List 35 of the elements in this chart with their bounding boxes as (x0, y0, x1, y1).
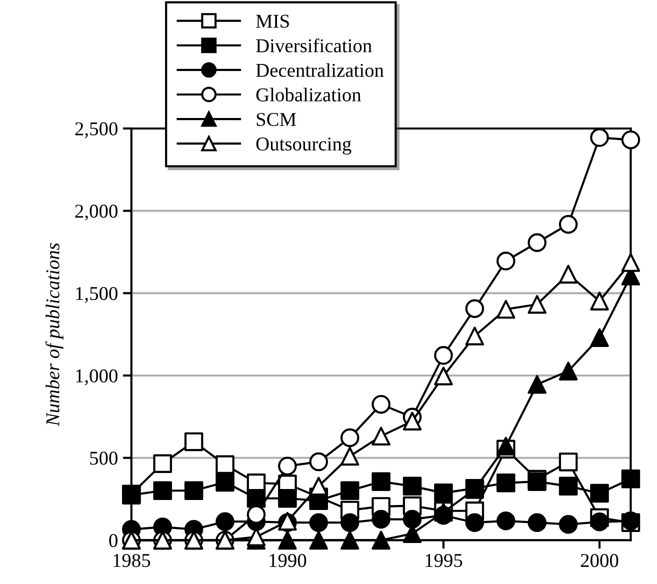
point (434, 366, 453, 386)
x-tick-label: 1990 (270, 554, 306, 568)
legend-label: Globalization (256, 88, 362, 102)
point (558, 362, 578, 380)
point (340, 446, 360, 466)
point (309, 530, 328, 550)
point (496, 300, 516, 319)
legend-label: MIS (256, 14, 289, 28)
point (372, 426, 390, 446)
point (590, 328, 609, 348)
point (590, 292, 609, 310)
point (465, 326, 484, 346)
legend-label: Diversification (256, 38, 372, 52)
point (340, 530, 360, 550)
x-tick-label: 1985 (114, 554, 150, 568)
y-tick-label: 0 (109, 534, 118, 548)
point (496, 436, 516, 456)
y-tick-label: 2,000 (75, 204, 118, 221)
point (621, 253, 640, 272)
y-tick-label: 1,500 (76, 286, 118, 303)
point (558, 264, 578, 284)
y-axis-title: Number of publications (46, 243, 64, 426)
point (278, 530, 297, 550)
y-tick-label: 500 (90, 452, 118, 465)
legend-label: SCM (256, 112, 296, 126)
x-tick-label: 2000 (580, 554, 618, 568)
y-tick-label: 1,000 (76, 369, 118, 386)
y-tick-label: 2,500 (75, 122, 118, 138)
legend-label: Outsourcing (256, 138, 352, 155)
point (528, 294, 546, 314)
legend-label: Decentralization (256, 63, 384, 77)
point (402, 412, 422, 431)
x-tick-label: 1995 (426, 554, 462, 568)
point (372, 530, 390, 550)
point (528, 375, 546, 394)
